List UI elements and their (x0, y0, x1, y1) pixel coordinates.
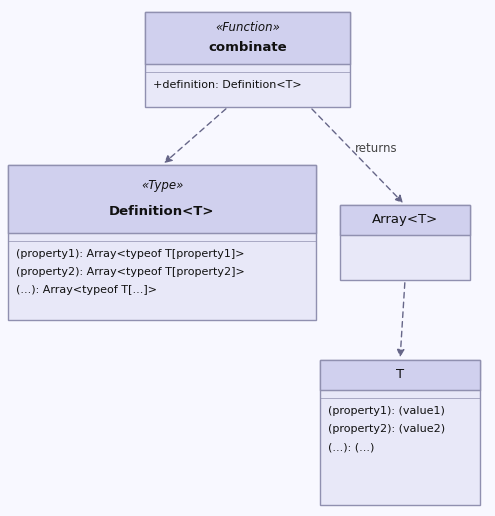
Bar (340, 205, 470, 280)
Bar (8, 165, 316, 320)
Text: (property1): Array<typeof T[property1]>: (property1): Array<typeof T[property1]> (16, 249, 245, 259)
Text: returns: returns (355, 141, 397, 154)
Text: T: T (396, 368, 404, 381)
Bar (340, 205, 470, 235)
Text: (property1): (value1): (property1): (value1) (328, 406, 445, 416)
Text: (property2): (value2): (property2): (value2) (328, 424, 445, 434)
Text: «Type»: «Type» (141, 179, 183, 192)
Text: «Function»: «Function» (215, 21, 280, 34)
Text: Definition<T>: Definition<T> (109, 205, 215, 218)
Bar (145, 12, 350, 64)
Bar (320, 360, 480, 390)
Text: (...): (...): (...): (...) (328, 442, 374, 452)
Bar (320, 360, 480, 505)
Text: Array<T>: Array<T> (372, 214, 438, 227)
Text: (property2): Array<typeof T[property2]>: (property2): Array<typeof T[property2]> (16, 267, 245, 277)
Text: (...): Array<typeof T[...]>: (...): Array<typeof T[...]> (16, 285, 157, 295)
Bar (8, 165, 316, 233)
Bar (145, 12, 350, 107)
Text: combinate: combinate (208, 41, 287, 54)
Text: +definition: Definition<T>: +definition: Definition<T> (153, 80, 301, 90)
